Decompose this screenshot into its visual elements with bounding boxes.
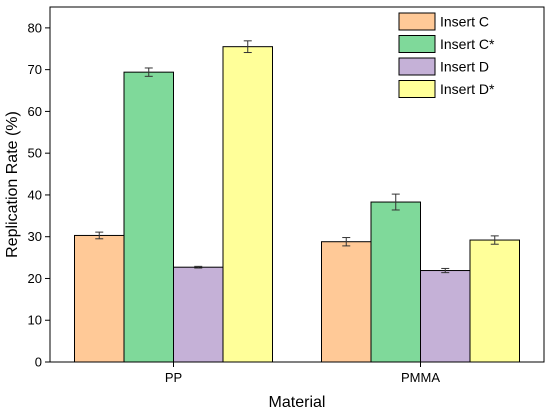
legend-label: Insert D*: [440, 81, 495, 97]
bar-insert-d--pp: [222, 46, 273, 363]
x-tick-label: PP: [165, 370, 182, 385]
y-axis-title: Replication Rate (%): [4, 111, 21, 258]
y-tick-label: 80: [28, 20, 42, 35]
legend-label: Insert C*: [440, 36, 495, 52]
y-tick-label: 50: [28, 146, 42, 161]
y-tick-label: 20: [28, 271, 42, 286]
error-bar: [95, 231, 104, 240]
error-bar: [391, 193, 400, 211]
error-bar: [490, 235, 499, 245]
bars-layer: [74, 46, 520, 363]
x-tick-label: PMMA: [401, 370, 440, 385]
y-tick-label: 70: [28, 62, 42, 77]
error-bar: [342, 237, 351, 247]
y-tick-label: 60: [28, 104, 42, 119]
legend-item: Insert D: [398, 57, 489, 76]
legend-swatch: [398, 80, 436, 98]
x-axis: PP PMMA: [165, 362, 440, 385]
bar-insert-d-pp: [173, 266, 224, 363]
bar-insert-d--pmma: [469, 239, 520, 363]
x-axis-title: Material: [269, 394, 326, 411]
legend-item: Insert D*: [398, 80, 495, 98]
legend-label: Insert D: [440, 59, 489, 75]
bar-insert-c--pp: [123, 71, 174, 363]
legend-label: Insert C: [440, 14, 489, 30]
error-bar: [441, 267, 450, 274]
y-tick-label: 0: [35, 355, 42, 370]
y-tick-label: 30: [28, 229, 42, 244]
legend-item: Insert C: [398, 12, 489, 31]
error-bar: [243, 40, 252, 54]
bar-insert-c-pmma: [321, 241, 372, 363]
legend-swatch: [398, 12, 436, 31]
legend: Insert C Insert C* Insert D Insert D*: [398, 12, 495, 98]
legend-swatch: [398, 57, 436, 76]
bar-insert-c--pmma: [370, 201, 421, 363]
legend-swatch: [398, 35, 436, 53]
y-tick-label: 40: [28, 187, 42, 202]
error-bars-layer: [95, 40, 499, 274]
plot-frame: [49, 6, 545, 363]
error-bar: [144, 67, 153, 77]
bar-insert-c-pp: [74, 234, 125, 363]
legend-item: Insert C*: [398, 35, 495, 53]
error-bar: [194, 265, 203, 269]
y-axis: 0 10 20 30 40 50 60 70 80: [28, 20, 50, 370]
y-tick-label: 10: [28, 313, 42, 328]
bar-insert-d-pmma: [420, 270, 471, 363]
